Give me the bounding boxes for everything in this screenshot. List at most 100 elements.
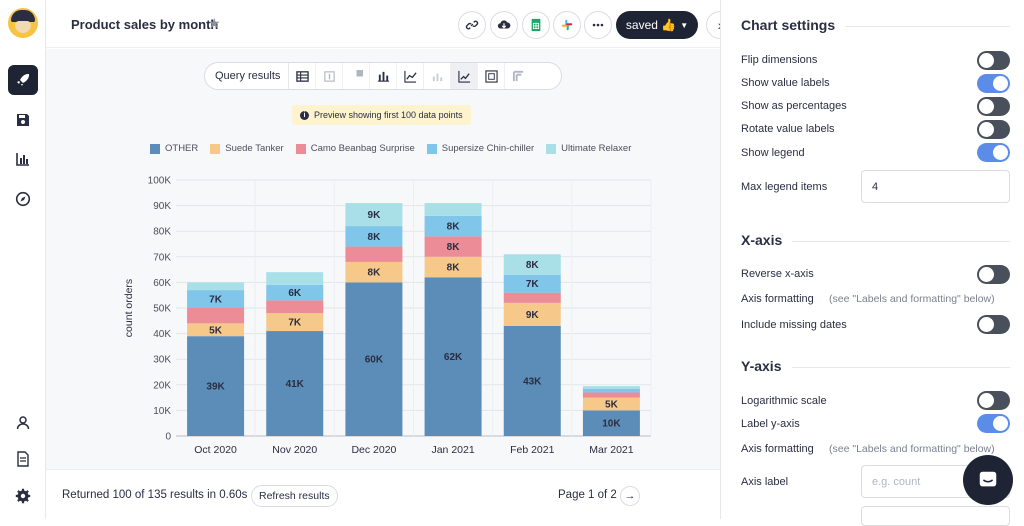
saved-label: saved 👍 bbox=[625, 18, 677, 32]
x-axis-title: X-axis bbox=[741, 232, 783, 248]
saved-button[interactable]: saved 👍 ▼ bbox=[616, 11, 698, 39]
flip-dimensions-label: Flip dimensions bbox=[741, 54, 818, 66]
bar-value-label: 62K bbox=[444, 352, 463, 363]
bar-segment bbox=[266, 313, 324, 332]
reverse-x-axis-toggle[interactable] bbox=[977, 265, 1010, 284]
slack-icon[interactable] bbox=[553, 11, 581, 39]
legend-label: OTHER bbox=[165, 143, 199, 154]
pagination-text: Page 1 of 2 bbox=[558, 489, 617, 501]
pivot-table-icon[interactable] bbox=[478, 63, 506, 89]
bar-value-label: 9K bbox=[526, 310, 540, 321]
legend-swatch bbox=[150, 143, 160, 154]
cloud-download-icon[interactable] bbox=[490, 11, 518, 39]
bar-segment bbox=[424, 277, 482, 436]
legend-item[interactable]: Ultimate Relaxer bbox=[546, 143, 631, 154]
bar-segment bbox=[582, 388, 640, 393]
next-page-button[interactable]: → bbox=[620, 486, 640, 506]
stacked-bar-chart: 0 10K 20K 30K 40K 50K 60K 70K 80K 90K 100K count or… bbox=[123, 176, 652, 456]
single-value-icon[interactable] bbox=[316, 63, 344, 89]
bar-segment bbox=[503, 302, 561, 326]
bar-segment bbox=[503, 292, 561, 303]
document-icon[interactable] bbox=[8, 444, 38, 474]
bar-segment bbox=[503, 325, 561, 436]
reverse-x-axis-label: Reverse x-axis bbox=[741, 268, 814, 280]
y-axis-title: Y-axis bbox=[741, 358, 782, 374]
pie-chart-icon[interactable] bbox=[343, 63, 371, 89]
flip-dimensions-toggle[interactable] bbox=[977, 51, 1010, 70]
y-tick-label: 50K bbox=[153, 304, 171, 315]
google-sheets-icon[interactable] bbox=[522, 11, 550, 39]
bar-chart-disabled-icon[interactable] bbox=[424, 63, 452, 89]
legend-label: Camo Beanbag Surprise bbox=[310, 143, 415, 154]
user-icon[interactable] bbox=[8, 408, 38, 438]
x-axis-formatting-hint: (see "Labels and formatting" below) bbox=[829, 293, 995, 305]
show-legend-toggle[interactable] bbox=[977, 143, 1010, 162]
bar-value-label: 7K bbox=[288, 318, 302, 329]
show-as-percentages-label: Show as percentages bbox=[741, 100, 847, 112]
label-y-axis-toggle[interactable] bbox=[977, 414, 1010, 433]
legend-swatch bbox=[295, 143, 306, 154]
y-tick-label: 10K bbox=[153, 406, 171, 417]
column-chart-icon[interactable] bbox=[370, 63, 398, 89]
legend-item[interactable]: OTHER bbox=[150, 143, 198, 154]
refresh-results-button[interactable]: Refresh results bbox=[251, 485, 338, 507]
bar-value-label: 8K bbox=[447, 242, 461, 253]
bar-segment bbox=[187, 282, 245, 291]
x-tick-label: Oct 2020 bbox=[194, 444, 237, 456]
y-tick-label: 100K bbox=[148, 176, 172, 187]
bar-segment bbox=[503, 274, 561, 293]
rocket-icon[interactable] bbox=[8, 65, 38, 95]
logarithmic-scale-toggle[interactable] bbox=[977, 391, 1010, 410]
more-options-icon[interactable] bbox=[584, 11, 612, 39]
show-as-percentages-toggle[interactable] bbox=[977, 97, 1010, 116]
bar-segment bbox=[187, 308, 245, 324]
bar-segment bbox=[266, 331, 324, 436]
bar-value-label: 39K bbox=[206, 382, 225, 393]
link-icon[interactable] bbox=[458, 11, 486, 39]
max-legend-items-input[interactable]: 4 bbox=[861, 170, 1010, 203]
bar-segment bbox=[266, 300, 324, 314]
bar-value-label: 7K bbox=[526, 279, 540, 290]
next-setting-input[interactable] bbox=[861, 506, 1010, 526]
table-view-icon[interactable] bbox=[289, 63, 317, 89]
legend-item[interactable]: Suede Tanker bbox=[210, 143, 284, 154]
y-tick-label: 60K bbox=[153, 278, 171, 289]
show-value-labels-toggle[interactable] bbox=[977, 74, 1010, 93]
scatter-chart-icon[interactable] bbox=[451, 63, 479, 89]
bar-segment bbox=[345, 261, 403, 283]
legend-item[interactable]: Camo Beanbag Surprise bbox=[295, 143, 415, 154]
x-tick-label: Jan 2021 bbox=[431, 444, 474, 456]
include-missing-dates-toggle[interactable] bbox=[977, 315, 1010, 334]
bar-segment bbox=[503, 254, 561, 275]
query-results-tab[interactable]: Query results bbox=[205, 63, 290, 89]
bar-segment bbox=[345, 203, 403, 227]
compass-icon[interactable] bbox=[8, 184, 38, 214]
save-icon[interactable] bbox=[8, 105, 38, 135]
results-area: Query results i Preview showing first 10… bbox=[46, 49, 720, 469]
divider bbox=[845, 26, 1010, 27]
results-footer: Returned 100 of 135 results in 0.60s Ref… bbox=[46, 469, 720, 519]
app-logo[interactable] bbox=[8, 8, 38, 38]
y-tick-label: 20K bbox=[153, 380, 171, 391]
bar-value-label: 5K bbox=[209, 325, 223, 336]
rotate-value-labels-toggle[interactable] bbox=[977, 120, 1010, 139]
x-axis-formatting-label: Axis formatting bbox=[741, 293, 814, 305]
bar-value-label: 8K bbox=[368, 268, 382, 279]
star-icon[interactable]: ★ bbox=[208, 15, 221, 31]
bar-value-label: 60K bbox=[365, 355, 384, 366]
bar-segment bbox=[187, 323, 245, 337]
chat-support-button[interactable] bbox=[963, 455, 1013, 505]
y-tick-label: 30K bbox=[153, 355, 171, 366]
preview-banner: i Preview showing first 100 data points bbox=[292, 105, 471, 125]
x-tick-label: Nov 2020 bbox=[272, 444, 317, 456]
y-tick-label: 0 bbox=[165, 432, 171, 443]
line-chart-icon[interactable] bbox=[397, 63, 425, 89]
bar-chart-icon[interactable] bbox=[8, 144, 38, 174]
y-tick-label: 40K bbox=[153, 329, 171, 340]
gear-icon[interactable] bbox=[8, 481, 38, 511]
chart-settings-panel: Chart settings Flip dimensions Show valu… bbox=[720, 0, 1024, 526]
show-value-labels-label: Show value labels bbox=[741, 77, 830, 89]
legend-item[interactable]: Supersize Chin-chiller bbox=[426, 143, 534, 154]
view-toolbar: Query results bbox=[204, 62, 562, 90]
funnel-chart-icon[interactable] bbox=[505, 63, 532, 89]
